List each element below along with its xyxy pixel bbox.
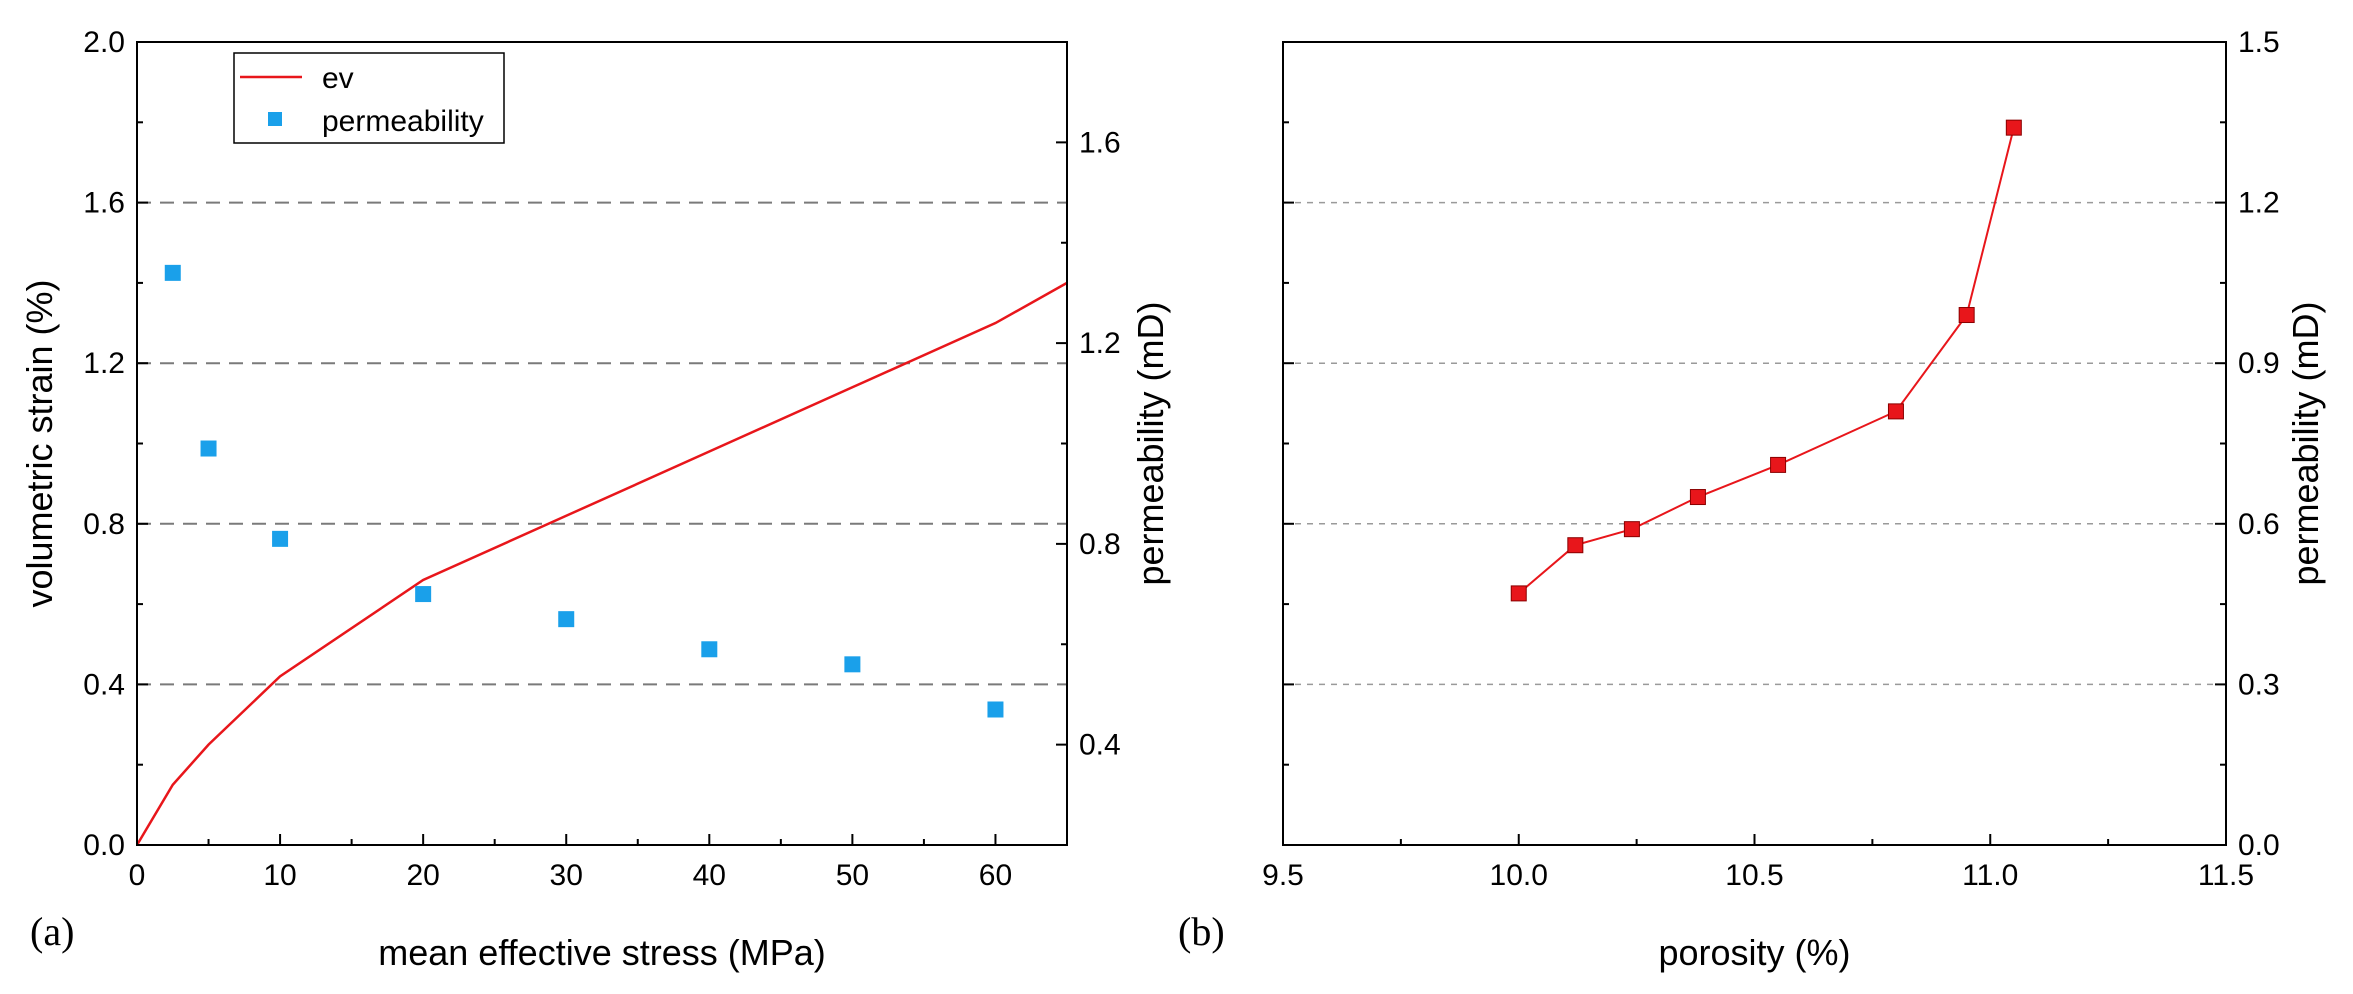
panel-a-x-tick-label: 10 [263,859,296,892]
panel-b-permeability-line [1518,127,2015,595]
panel-b-permeability-point [2005,119,2022,136]
panel-a-gridlines [137,201,1067,686]
panel-a-legend: ev permeability [233,52,505,144]
panel-b-permeability-point [1623,521,1640,538]
panel-a-permeability-point [415,586,432,603]
panel-b-y2-tick-label: 1.2 [2238,187,2280,220]
panel-a-y2-axis-label: permeability (mD) [1130,301,1171,585]
panel-a-permeability-point [701,641,718,658]
panel-b-series [1510,119,2022,602]
panel-b-tag: (b) [1178,909,1225,954]
panel-b-y2-tick-label: 0.9 [2238,347,2280,380]
panel-b-permeability-point [1510,585,1527,602]
panel-a-x-tick-label: 20 [406,859,439,892]
panel-a-y-tick-label: 1.2 [83,347,125,380]
panel-a-y2-tick-label: 0.8 [1079,528,1121,561]
panel-a-y-tick-label: 0.8 [83,508,125,541]
panel-b-permeability-point [1770,456,1787,473]
panel-b-permeability-point [1689,489,1706,506]
panel-b-y2-tick-label: 0.6 [2238,508,2280,541]
panel-a-x-tick-label: 40 [693,859,726,892]
panel-a-y-tick-label: 1.6 [83,187,125,220]
panel-a-y-tick-label: 0.0 [83,829,125,862]
panel-a-permeability-point [272,530,289,547]
panel-a-permeability-point [558,611,575,628]
panel-a-permeability-point [844,656,861,673]
panel-b-y2-tick-label: 0.3 [2238,668,2280,701]
panel-a-tag: (a) [30,909,74,954]
panel-b-x-tick-label: 11.0 [1962,859,2018,892]
panel-a-x-tick-label: 60 [979,859,1012,892]
legend-box [233,52,505,144]
panel-b-y2-tick-label: 1.5 [2238,26,2280,59]
panel-a-x-axis-label: mean effective stress (MPa) [378,932,826,973]
panel-b-x-tick-label: 11.5 [2198,859,2254,892]
panel-b-y2-tick-label: 0.0 [2238,829,2280,862]
panel-a-permeability-point [164,264,181,281]
panel-b-x-tick-label: 10.0 [1490,859,1548,892]
panel-b-x-tick-label: 10.5 [1725,859,1783,892]
legend-permeability-label: permeability [322,105,484,138]
panel-b-gridlines [1283,201,2226,686]
panel-a-permeability-point [987,701,1004,718]
panel-a-x-tick-label: 50 [836,859,869,892]
panel-a-series [135,264,1068,846]
panel-a-ev-line [135,281,1068,846]
panel-a-y-tick-label: 2.0 [83,26,125,59]
legend-permeability-marker [268,112,282,126]
panel-a-x-tick-label: 30 [550,859,583,892]
panel-b-ticks: 9.5 10.0 10.5 11.0 11.50.0 0.3 0.6 0.9 1.2 1.5 [1262,26,2280,892]
panel-b-plot-frame [1282,41,2227,846]
panel-b-x-tick-label: 9.5 [1262,859,1304,892]
panel-a-y2-tick-label: 0.4 [1079,729,1121,762]
legend-ev-label: ev [322,62,354,95]
panel-b: 9.5 10.0 10.5 11.0 11.50.0 0.3 0.6 0.9 1.2 1.5 po… [1178,26,2326,973]
panel-a-y-tick-label: 0.4 [83,668,125,701]
panel-b-permeability-point [1567,537,1584,554]
panel-b-permeability-point [1887,403,1904,420]
panel-b-permeability-point [1958,307,1975,324]
panel-a-x-tick-label: 0 [129,859,146,892]
panel-a-y2-tick-label: 1.2 [1079,327,1121,360]
panel-b-y2-axis-label: permeability (mD) [2285,301,2326,585]
panel-a-ticks: 0 10 20 30 40 50 60 0.0 0.4 0.8 1.2 1.6 2.0 0.4 0.8 1.2… [83,26,1120,892]
panel-a-y-axis-label: volumetric strain (%) [19,279,60,607]
panel-b-x-axis-label: porosity (%) [1658,932,1850,973]
panel-a-y2-tick-label: 1.6 [1079,126,1121,159]
panel-a-permeability-point [200,440,217,457]
panel-a: 0 10 20 30 40 50 60 0.0 0.4 0.8 1.2 1.6 2.0 0.4 0.8 1.2… [19,26,1171,973]
panel-a-plot-frame [136,41,1068,846]
